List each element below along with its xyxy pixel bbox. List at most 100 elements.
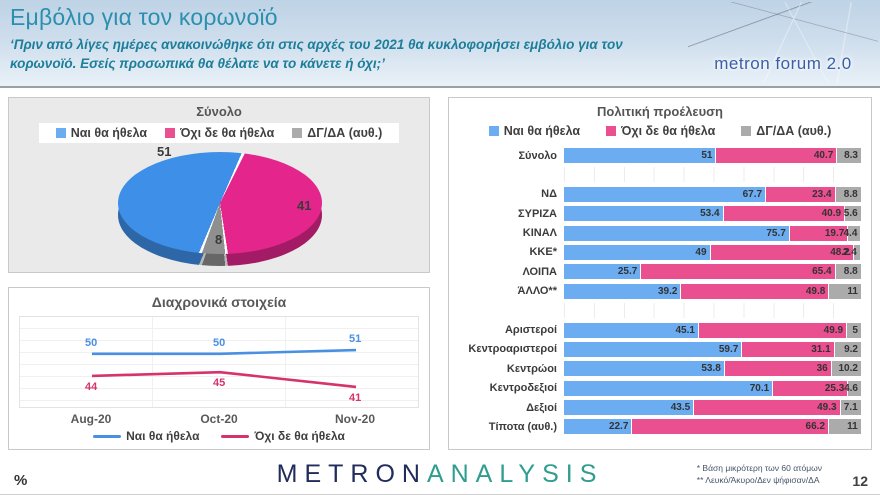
legend-label: ΔΓ/ΔΑ (αυθ.) <box>307 126 383 140</box>
bar-gap-track <box>564 303 861 319</box>
dk-swatch-icon <box>741 126 752 136</box>
bar-segment-yes: 39.2 <box>564 283 681 299</box>
bar-gap-row <box>457 303 861 319</box>
legend-item-no: Όχι δε θα ήθελα <box>221 429 345 443</box>
yes-swatch-icon <box>488 126 499 136</box>
bar-segment-dk: 10.2 <box>830 361 861 377</box>
bar-track: 70.1 25.3 4.6 <box>564 380 861 396</box>
line-chart-title: Διαχρονικά στοιχεία <box>151 294 287 310</box>
bar-row: Δεξιοί 43.5 49.3 7.1 <box>457 400 861 416</box>
bar-row-label: ΛΟΙΠΑ <box>522 265 557 278</box>
bar-segment-yes: 59.7 <box>564 341 742 357</box>
bar-row: Κεντρώοι 53.8 36 10.2 <box>457 361 861 377</box>
brand-metron: METRON <box>276 460 427 488</box>
bar-segment-no: 49.8 <box>680 283 829 299</box>
bar-row-label: Αριστεροί <box>504 324 557 337</box>
bar-segment-dk: 4.6 <box>844 380 861 396</box>
bar-rows: Σύνολο 51 40.7 8.3 ΝΔ 67.7 23.4 8.8 ΣΥΡΙΖΑ 53.4 40… <box>457 148 861 445</box>
bar-legend: Ναι θα ήθελα Όχι δε θα ήθελα ΔΓ/ΔΑ (αυθ.… <box>449 124 871 138</box>
point-value-label: 41 <box>349 391 362 404</box>
bar-row: ΣΥΡΙΖΑ 53.4 40.9 5.6 <box>457 206 861 222</box>
bar-segment-yes: 51 <box>564 148 716 163</box>
footnote-blank: ** Λευκό/Άκυρο/Δεν ψήφισαν/ΔΑ <box>696 475 820 486</box>
bar-track: 67.7 23.4 8.8 <box>564 186 861 202</box>
bar-segment-yes: 43.5 <box>564 400 694 416</box>
bar-row-label: Κεντροδεξιοί <box>489 382 557 395</box>
no-swatch-icon <box>606 126 617 136</box>
bar-segment-no: 23.4 <box>765 186 835 202</box>
bar-segment-yes: 25.7 <box>564 264 641 280</box>
bar-segment-dk: 5.6 <box>844 206 861 222</box>
pie-value-yes: 51 <box>157 144 172 159</box>
yes-line-swatch-icon <box>93 434 122 438</box>
bar-segment-dk: 7.1 <box>839 400 861 416</box>
line-chart-x-axis: Aug-20 Oct-20 Nov-20 <box>19 412 419 428</box>
bar-segment-yes: 75.7 <box>564 225 789 241</box>
no-line-swatch-icon <box>221 434 250 438</box>
bar-segment-yes: 45.1 <box>564 322 698 338</box>
bar-segment-no: 48.2 <box>709 244 853 260</box>
bar-segment-no: 19.7 <box>788 225 848 241</box>
point-value-label: 50 <box>213 336 226 349</box>
legend-label: Όχι δε θα ήθελα <box>180 126 275 140</box>
bar-row-label: Τίποτα (αυθ.) <box>488 420 557 433</box>
bar-track: 22.7 66.2 11 <box>564 419 861 435</box>
bar-segment-yes: 67.7 <box>564 186 766 202</box>
bar-row: Σύνολο 51 40.7 8.3 <box>457 148 861 163</box>
bar-row-label: ΆΛΛΟ** <box>517 285 557 298</box>
legend-label: Ναι θα ήθελα <box>503 124 581 138</box>
legend-item-yes: Ναι θα ήθελα <box>488 124 581 138</box>
bar-segment-dk: 11 <box>828 283 861 299</box>
bar-row: Αριστεροί 45.1 49.9 5 <box>457 322 861 338</box>
bar-row: Κεντροδεξιοί 70.1 25.3 4.6 <box>457 380 861 396</box>
bar-row-label: Δεξιοί <box>526 401 557 414</box>
bar-row-label: Σύνολο <box>518 149 557 162</box>
brand-analysis: ANALYSIS <box>426 460 604 488</box>
no-swatch-icon <box>165 128 176 138</box>
header: Εμβόλιο για τον κορωνοϊό ‘Πριν από λίγες… <box>0 0 880 88</box>
logo-text: metron forum 2.0 <box>714 54 852 73</box>
legend-label: Όχι δε θα ήθελα <box>254 429 345 443</box>
bar-segment-no: 66.2 <box>631 419 829 435</box>
metron-forum-logo: metron forum 2.0 <box>688 2 878 82</box>
pie-chart-title: Σύνολο <box>196 104 242 119</box>
bar-track: 45.1 49.9 5 <box>564 322 861 338</box>
pie-surface <box>118 152 322 254</box>
bar-segment-no: 36 <box>723 361 831 377</box>
bar-segment-dk: 5 <box>846 322 861 338</box>
pie-chart-panel: Σύνολο Ναι θα ήθελα Όχι δε θα ήθελα ΔΓ/Δ… <box>8 97 430 273</box>
metron-analysis-logo: METRONANALYSIS <box>277 460 604 489</box>
line-chart-panel: Διαχρονικά στοιχεία 50 50 51 44 45 41 Aug-20 O… <box>8 287 430 450</box>
bar-row: ΝΔ 67.7 23.4 8.8 <box>457 186 861 202</box>
bar-row: ΛΟΙΠΑ 25.7 65.4 8.8 <box>457 264 861 280</box>
bar-segment-yes: 49 <box>564 244 710 260</box>
bar-row-label: Κεντρώοι <box>506 362 557 375</box>
bar-segment-no: 49.3 <box>693 400 840 416</box>
bar-row-label: ΣΥΡΙΖΑ <box>518 207 557 220</box>
bar-segment-no: 49.9 <box>697 322 847 338</box>
line-series-svg <box>91 348 357 389</box>
footnotes: * Βάση μικρότερη των 60 ατόμων ** Λευκό/… <box>697 462 822 488</box>
bar-segment-no: 25.3 <box>772 380 848 396</box>
bar-segment-dk: 8.8 <box>834 186 861 202</box>
point-value-label: 50 <box>85 336 98 349</box>
bar-gap-track <box>564 167 861 183</box>
bar-segment-no: 40.9 <box>722 206 845 222</box>
dk-swatch-icon <box>292 128 303 138</box>
bar-segment-dk: 4.4 <box>843 225 861 241</box>
pie-value-no: 41 <box>297 198 312 213</box>
x-tick-label: Aug-20 <box>70 412 112 426</box>
legend-item-yes: Ναι θα ήθελα <box>55 126 148 140</box>
legend-item-yes: Ναι θα ήθελα <box>93 429 199 443</box>
bar-row-label: Κεντροαριστεροί <box>468 343 557 356</box>
legend-label: ΔΓ/ΔΑ (αυθ.) <box>756 124 832 138</box>
bar-track: 39.2 49.8 11 <box>564 283 861 299</box>
bar-segment-dk: 8.8 <box>834 264 861 280</box>
bar-track: 53.4 40.9 5.6 <box>564 206 861 222</box>
legend-label: Ναι θα ήθελα <box>70 126 148 140</box>
bar-segment-yes: 53.4 <box>564 206 723 222</box>
bar-track: 59.7 31.1 9.2 <box>564 341 861 357</box>
pie-value-dk: 8 <box>215 232 223 247</box>
legend-item-dk: ΔΓ/ΔΑ (αυθ.) <box>292 126 382 140</box>
